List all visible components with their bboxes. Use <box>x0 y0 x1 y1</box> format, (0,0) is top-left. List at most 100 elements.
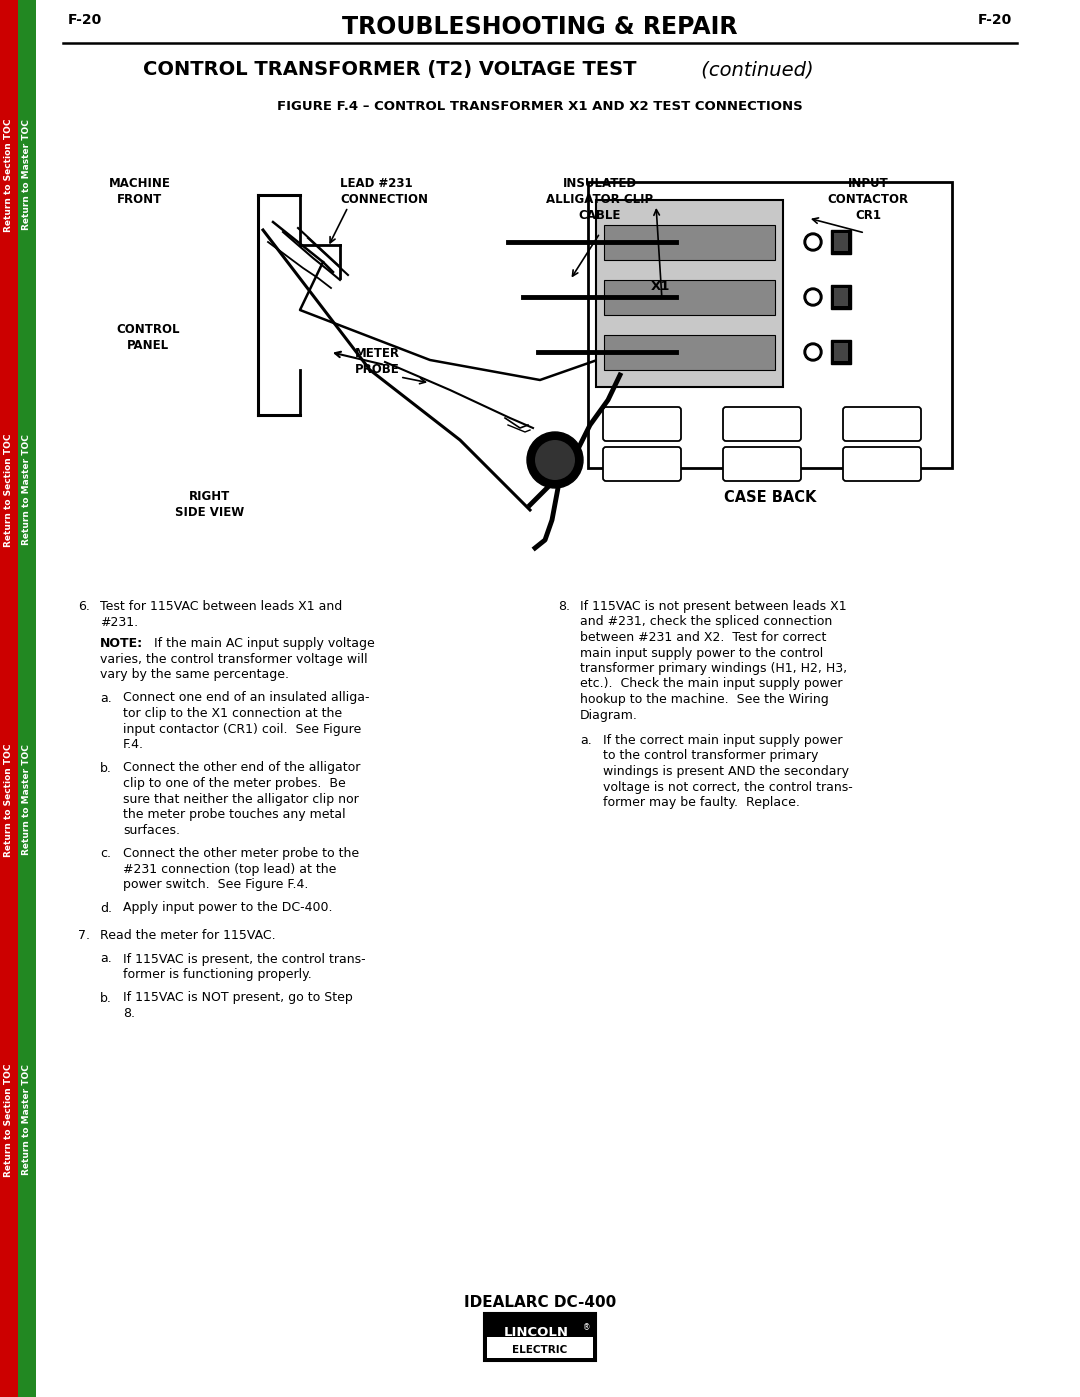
Text: FIGURE F.4 – CONTROL TRANSFORMER X1 AND X2 TEST CONNECTIONS: FIGURE F.4 – CONTROL TRANSFORMER X1 AND … <box>278 101 802 113</box>
Text: hookup to the machine.  See the Wiring: hookup to the machine. See the Wiring <box>580 693 828 705</box>
Text: Return to Section TOC: Return to Section TOC <box>4 1063 14 1176</box>
Bar <box>834 233 848 251</box>
Text: d.: d. <box>100 901 112 915</box>
Text: Connect the other meter probe to the: Connect the other meter probe to the <box>123 847 360 861</box>
Text: a.: a. <box>100 953 111 965</box>
Text: MACHINE
FRONT: MACHINE FRONT <box>109 177 171 205</box>
Circle shape <box>804 233 822 251</box>
Text: Return to Master TOC: Return to Master TOC <box>23 745 31 855</box>
Text: F-20: F-20 <box>68 13 103 27</box>
Text: (continued): (continued) <box>696 60 813 80</box>
Text: to the control transformer primary: to the control transformer primary <box>603 750 819 763</box>
Text: Connect the other end of the alligator: Connect the other end of the alligator <box>123 761 361 774</box>
Text: INPUT
CONTACTOR
CR1: INPUT CONTACTOR CR1 <box>827 177 908 222</box>
Text: Read the meter for 115VAC.: Read the meter for 115VAC. <box>100 929 275 942</box>
FancyBboxPatch shape <box>603 407 681 441</box>
Bar <box>831 231 851 254</box>
Text: F.4.: F.4. <box>123 738 144 752</box>
Bar <box>834 344 848 360</box>
Bar <box>484 1313 596 1361</box>
Text: ELECTRIC: ELECTRIC <box>512 1345 568 1355</box>
Text: clip to one of the meter probes.  Be: clip to one of the meter probes. Be <box>123 777 346 789</box>
Text: LINCOLN: LINCOLN <box>503 1327 568 1340</box>
Text: RIGHT
SIDE VIEW: RIGHT SIDE VIEW <box>175 490 245 520</box>
FancyBboxPatch shape <box>723 447 801 481</box>
Text: METER
PROBE: METER PROBE <box>355 346 400 376</box>
Text: Return to Master TOC: Return to Master TOC <box>23 1065 31 1175</box>
Text: If 115VAC is not present between leads X1: If 115VAC is not present between leads X… <box>580 599 847 613</box>
Text: #231 connection (top lead) at the: #231 connection (top lead) at the <box>123 862 336 876</box>
Circle shape <box>527 432 583 488</box>
Circle shape <box>807 346 819 358</box>
Text: CASE BACK: CASE BACK <box>724 490 816 504</box>
Text: If the main AC input supply voltage: If the main AC input supply voltage <box>146 637 375 650</box>
Circle shape <box>535 440 575 481</box>
Text: INSULATED
ALLIGATOR CLIP
CABLE: INSULATED ALLIGATOR CLIP CABLE <box>546 177 653 222</box>
Text: b.: b. <box>100 761 112 774</box>
Text: Return to Section TOC: Return to Section TOC <box>4 119 14 232</box>
Text: tor clip to the X1 connection at the: tor clip to the X1 connection at the <box>123 707 342 719</box>
Text: and #231, check the spliced connection: and #231, check the spliced connection <box>580 616 833 629</box>
Bar <box>604 279 775 314</box>
Text: If 115VAC is NOT present, go to Step: If 115VAC is NOT present, go to Step <box>123 992 353 1004</box>
Text: #231.: #231. <box>100 616 138 629</box>
Bar <box>604 225 775 260</box>
Text: former may be faulty.  Replace.: former may be faulty. Replace. <box>603 796 800 809</box>
Text: voltage is not correct, the control trans-: voltage is not correct, the control tran… <box>603 781 853 793</box>
Bar <box>588 182 951 468</box>
FancyBboxPatch shape <box>723 407 801 441</box>
Bar <box>834 288 848 306</box>
Text: Return to Master TOC: Return to Master TOC <box>23 120 31 231</box>
Circle shape <box>804 344 822 360</box>
Text: windings is present AND the secondary: windings is present AND the secondary <box>603 766 849 778</box>
Bar <box>831 339 851 365</box>
Text: power switch.  See Figure F.4.: power switch. See Figure F.4. <box>123 877 309 891</box>
Text: input contactor (CR1) coil.  See Figure: input contactor (CR1) coil. See Figure <box>123 722 361 735</box>
Text: Diagram.: Diagram. <box>580 708 638 721</box>
Text: ®: ® <box>583 1323 591 1333</box>
Text: CONTROL
PANEL: CONTROL PANEL <box>117 323 179 352</box>
Text: sure that neither the alligator clip nor: sure that neither the alligator clip nor <box>123 792 359 806</box>
Bar <box>18 0 36 1397</box>
Text: LEAD #231
CONNECTION: LEAD #231 CONNECTION <box>340 177 428 205</box>
Text: 7.: 7. <box>78 929 90 942</box>
Text: c.: c. <box>100 847 111 861</box>
Bar <box>604 335 775 370</box>
Bar <box>0 0 18 1397</box>
Text: IDEALARC DC-400: IDEALARC DC-400 <box>464 1295 616 1310</box>
Text: transformer primary windings (H1, H2, H3,: transformer primary windings (H1, H2, H3… <box>580 662 847 675</box>
Text: 8.: 8. <box>558 599 570 613</box>
Text: surfaces.: surfaces. <box>123 823 180 837</box>
Text: former is functioning properly.: former is functioning properly. <box>123 968 312 981</box>
Text: NOTE:: NOTE: <box>100 637 144 650</box>
Text: vary by the same percentage.: vary by the same percentage. <box>100 668 289 680</box>
Text: Connect one end of an insulated alliga-: Connect one end of an insulated alliga- <box>123 692 369 704</box>
FancyBboxPatch shape <box>843 407 921 441</box>
Text: Test for 115VAC between leads X1 and: Test for 115VAC between leads X1 and <box>100 599 342 613</box>
Text: Apply input power to the DC-400.: Apply input power to the DC-400. <box>123 901 333 915</box>
FancyBboxPatch shape <box>603 447 681 481</box>
FancyBboxPatch shape <box>843 447 921 481</box>
Bar <box>487 1337 593 1358</box>
Text: main input supply power to the control: main input supply power to the control <box>580 647 823 659</box>
Bar <box>831 285 851 309</box>
Text: between #231 and X2.  Test for correct: between #231 and X2. Test for correct <box>580 631 826 644</box>
Bar <box>596 200 783 387</box>
Text: If the correct main input supply power: If the correct main input supply power <box>603 733 842 747</box>
Text: a.: a. <box>580 733 592 747</box>
Text: F-20: F-20 <box>977 13 1012 27</box>
Text: 6.: 6. <box>78 599 90 613</box>
Text: CONTROL TRANSFORMER (T2) VOLTAGE TEST: CONTROL TRANSFORMER (T2) VOLTAGE TEST <box>144 60 637 80</box>
Text: Return to Section TOC: Return to Section TOC <box>4 433 14 546</box>
Text: etc.).  Check the main input supply power: etc.). Check the main input supply power <box>580 678 842 690</box>
Text: b.: b. <box>100 992 112 1004</box>
Circle shape <box>807 291 819 303</box>
Text: varies, the control transformer voltage will: varies, the control transformer voltage … <box>100 652 367 665</box>
Text: a.: a. <box>100 692 111 704</box>
Circle shape <box>804 288 822 306</box>
Text: Return to Master TOC: Return to Master TOC <box>23 434 31 545</box>
Text: TROUBLESHOOTING & REPAIR: TROUBLESHOOTING & REPAIR <box>342 15 738 39</box>
Text: Return to Section TOC: Return to Section TOC <box>4 743 14 856</box>
Text: If 115VAC is present, the control trans-: If 115VAC is present, the control trans- <box>123 953 366 965</box>
Text: 8.: 8. <box>123 1007 135 1020</box>
